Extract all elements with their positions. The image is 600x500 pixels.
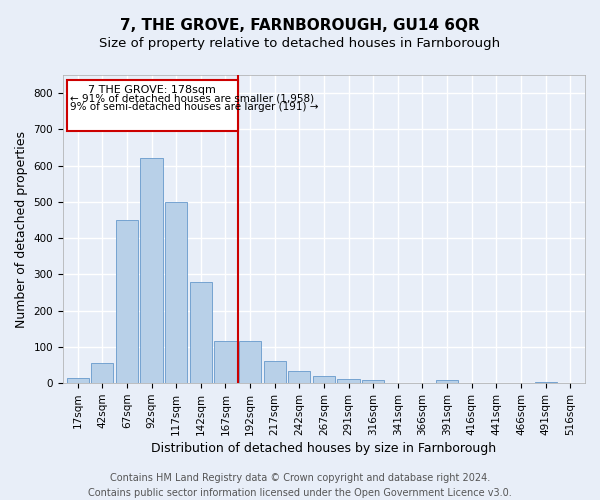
Text: 7, THE GROVE, FARNBOROUGH, GU14 6QR: 7, THE GROVE, FARNBOROUGH, GU14 6QR xyxy=(120,18,480,32)
Text: 9% of semi-detached houses are larger (191) →: 9% of semi-detached houses are larger (1… xyxy=(70,102,319,112)
Text: Size of property relative to detached houses in Farnborough: Size of property relative to detached ho… xyxy=(100,38,500,51)
Bar xyxy=(190,282,212,383)
Bar xyxy=(67,378,89,383)
Text: 7 THE GROVE: 178sqm: 7 THE GROVE: 178sqm xyxy=(88,85,216,95)
Bar xyxy=(263,360,286,383)
Bar xyxy=(535,382,557,383)
Bar xyxy=(362,380,384,383)
FancyBboxPatch shape xyxy=(67,80,238,131)
Bar xyxy=(337,379,359,383)
Bar xyxy=(165,202,187,383)
Text: ← 91% of detached houses are smaller (1,958): ← 91% of detached houses are smaller (1,… xyxy=(70,93,314,103)
Bar xyxy=(288,370,310,383)
Y-axis label: Number of detached properties: Number of detached properties xyxy=(15,130,28,328)
Bar xyxy=(313,376,335,383)
Bar xyxy=(239,341,261,383)
Bar xyxy=(214,341,236,383)
Bar xyxy=(91,364,113,383)
Bar xyxy=(116,220,138,383)
X-axis label: Distribution of detached houses by size in Farnborough: Distribution of detached houses by size … xyxy=(151,442,497,455)
Bar xyxy=(140,158,163,383)
Bar xyxy=(436,380,458,383)
Text: Contains HM Land Registry data © Crown copyright and database right 2024.
Contai: Contains HM Land Registry data © Crown c… xyxy=(88,472,512,498)
